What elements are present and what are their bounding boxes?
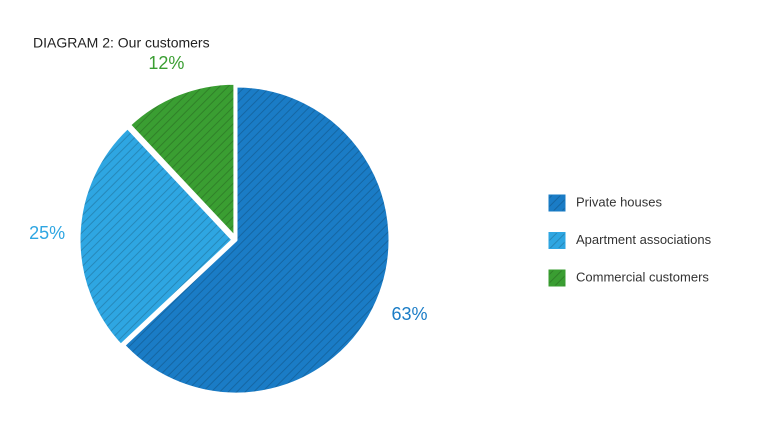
- legend-swatch: [548, 194, 566, 212]
- chart-title: DIAGRAM 2: Our customers: [33, 35, 210, 51]
- legend-swatch: [548, 232, 566, 249]
- value-label: 63%: [391, 304, 427, 324]
- pie-slice: [122, 84, 392, 396]
- pie-slice: [77, 126, 235, 347]
- legend-label: Apartment associations: [576, 232, 712, 247]
- value-label: 25%: [29, 223, 65, 243]
- pie-slice: [127, 81, 237, 239]
- legend-label: Commercial customers: [576, 269, 709, 284]
- legend-label: Private houses: [576, 194, 662, 209]
- legend-swatch: [548, 269, 566, 287]
- value-label: 12%: [148, 53, 184, 73]
